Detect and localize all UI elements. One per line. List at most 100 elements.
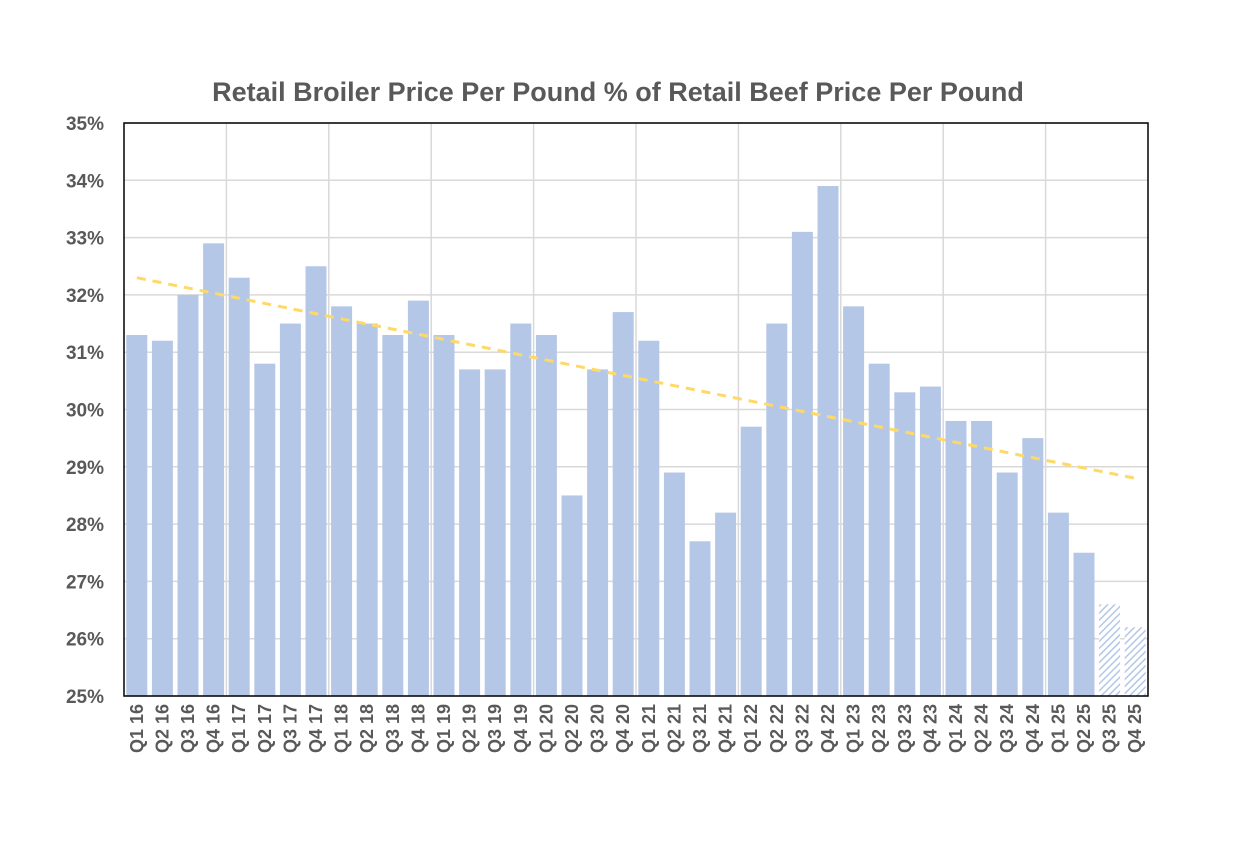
x-tick-label: Q4 25 — [1125, 704, 1145, 753]
bar — [919, 386, 941, 696]
x-tick-label: Q1 19 — [434, 704, 454, 753]
forecast-bar — [1099, 604, 1121, 696]
bar — [459, 369, 481, 696]
y-tick-label: 27% — [66, 572, 104, 593]
y-tick-label: 29% — [66, 458, 104, 479]
bar — [791, 231, 813, 696]
bar — [382, 335, 404, 696]
bar — [587, 369, 609, 696]
x-tick-label: Q2 24 — [972, 704, 992, 753]
bars — [126, 186, 1146, 696]
x-tick-label: Q4 24 — [1023, 704, 1043, 753]
bar — [305, 266, 327, 696]
x-tick-label: Q2 19 — [460, 704, 480, 753]
x-tick-label: Q2 25 — [1074, 704, 1094, 753]
bar — [331, 306, 353, 696]
bar — [766, 323, 788, 696]
y-tick-label: 28% — [66, 515, 104, 536]
y-axis-ticks: 25% 26% 27% 28% 29% 30% 31% 32% 33% 34% 35% — [66, 114, 104, 708]
trendline — [136, 276, 1136, 480]
x-tick-label: Q4 16 — [204, 704, 224, 753]
x-axis-ticks: Q1 16 Q2 16 Q3 16 Q4 16 Q1 17 Q2 17 Q3 17 Q4 17… — [127, 704, 1145, 753]
x-tick-label: Q3 16 — [178, 704, 198, 753]
bar — [971, 420, 993, 696]
x-tick-label: Q1 17 — [229, 704, 249, 753]
y-tick-label: 32% — [66, 286, 104, 307]
bar — [817, 186, 839, 696]
x-tick-label: Q3 18 — [383, 704, 403, 753]
x-tick-label: Q4 18 — [408, 704, 428, 753]
bar — [535, 335, 557, 696]
x-tick-label: Q2 22 — [767, 704, 787, 753]
y-tick-label: 25% — [66, 687, 104, 708]
bar — [1073, 552, 1095, 696]
x-tick-label: Q1 24 — [946, 704, 966, 753]
x-tick-label: Q4 20 — [613, 704, 633, 753]
y-tick-label: 30% — [66, 401, 104, 422]
bar — [433, 335, 455, 696]
bar — [177, 294, 199, 696]
x-tick-label: Q2 17 — [255, 704, 275, 753]
y-tick-label: 26% — [66, 630, 104, 651]
bar — [663, 472, 685, 696]
bar — [843, 306, 865, 696]
x-tick-label: Q3 24 — [997, 704, 1017, 753]
x-tick-label: Q1 20 — [536, 704, 556, 753]
bar — [868, 363, 890, 696]
x-tick-label: Q3 17 — [280, 704, 300, 753]
y-tick-label: 34% — [66, 171, 104, 192]
x-tick-label: Q1 23 — [844, 704, 864, 753]
x-tick-label: Q3 23 — [895, 704, 915, 753]
x-tick-label: Q2 18 — [357, 704, 377, 753]
forecast-bar — [1124, 627, 1146, 696]
x-tick-label: Q3 25 — [1100, 704, 1120, 753]
x-tick-label: Q1 25 — [1048, 704, 1068, 753]
x-tick-label: Q4 23 — [920, 704, 940, 753]
x-tick-label: Q4 22 — [818, 704, 838, 753]
x-tick-label: Q4 21 — [716, 704, 736, 753]
x-tick-label: Q1 18 — [332, 704, 352, 753]
x-tick-label: Q1 22 — [741, 704, 761, 753]
x-tick-label: Q1 21 — [639, 704, 659, 753]
bar — [1022, 438, 1044, 696]
x-tick-label: Q4 17 — [306, 704, 326, 753]
trendline-group — [136, 276, 1136, 480]
bar — [228, 277, 250, 696]
bar — [638, 340, 660, 696]
bar — [894, 392, 916, 696]
bar — [996, 472, 1018, 696]
bar — [279, 323, 301, 696]
bar — [151, 340, 173, 696]
x-tick-label: Q4 19 — [511, 704, 531, 753]
bar — [126, 335, 148, 696]
x-tick-label: Q3 22 — [792, 704, 812, 753]
bar — [740, 426, 762, 696]
y-tick-label: 35% — [66, 114, 104, 135]
bar — [407, 300, 429, 696]
bar — [510, 323, 532, 696]
bar — [1047, 512, 1069, 696]
bar — [612, 312, 634, 696]
y-tick-label: 31% — [66, 343, 104, 364]
bar — [484, 369, 506, 696]
x-tick-label: Q3 21 — [690, 704, 710, 753]
x-tick-label: Q3 20 — [588, 704, 608, 753]
x-tick-label: Q3 19 — [485, 704, 505, 753]
bar — [561, 495, 583, 696]
x-tick-label: Q1 16 — [127, 704, 147, 753]
chart-title: Retail Broiler Price Per Pound % of Reta… — [212, 77, 1024, 107]
x-tick-label: Q2 23 — [869, 704, 889, 753]
x-tick-label: Q2 20 — [562, 704, 582, 753]
x-tick-label: Q2 16 — [152, 704, 172, 753]
bar — [689, 541, 711, 696]
x-tick-label: Q2 21 — [664, 704, 684, 753]
y-tick-label: 33% — [66, 229, 104, 250]
gridlines — [124, 122, 1148, 697]
bar — [715, 512, 737, 696]
bar — [254, 363, 276, 696]
bar — [356, 323, 378, 696]
bar — [945, 420, 967, 696]
bar — [203, 243, 225, 696]
plot-area-border — [123, 122, 1149, 697]
